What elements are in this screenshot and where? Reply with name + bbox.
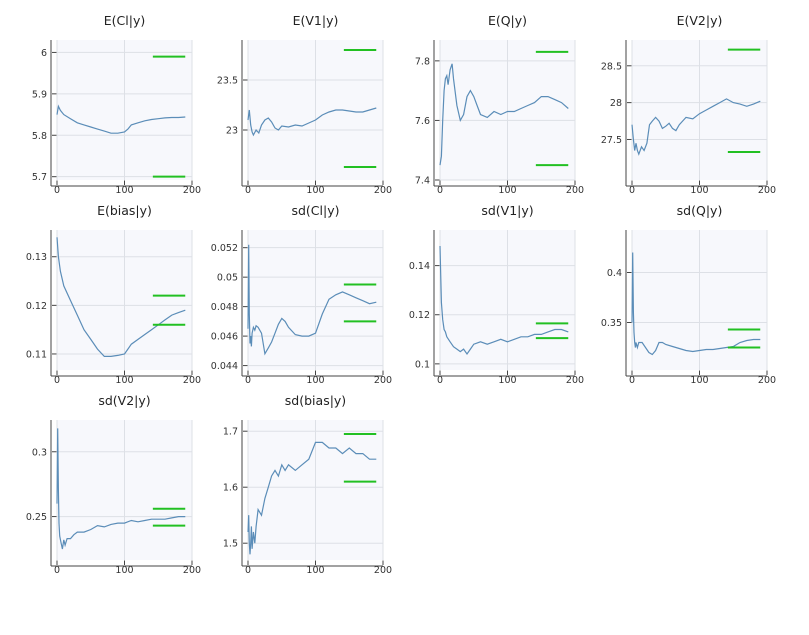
y-tick-label: 7.4 (415, 176, 430, 187)
series-line (631, 252, 761, 356)
y-tick-label: 1.6 (223, 483, 238, 494)
y-tick-label: 5.7 (32, 172, 47, 183)
x-tick-label: 100 (115, 565, 133, 576)
x-tick-label: 100 (306, 185, 324, 196)
y-tick-label: 0.048 (211, 302, 238, 313)
x-tick-label: 0 (629, 185, 635, 196)
x-tick-label: 200 (758, 375, 776, 386)
y-tick-label: 28 (610, 98, 622, 109)
y-tick-label: 7.6 (415, 116, 430, 127)
chart-title: E(Q|y) (488, 13, 527, 28)
chart-title: sd(Cl|y) (291, 203, 339, 218)
y-tick-label: 0.044 (211, 361, 238, 372)
chart-panel: sd(V1|y) 0 100 200 0.1 0.12 0.14 (409, 203, 584, 386)
x-tick-label: 100 (306, 375, 324, 386)
series-line (56, 237, 186, 357)
x-tick-label: 0 (54, 565, 60, 576)
y-tick-label: 0.046 (211, 332, 238, 343)
y-tick-label: 28.5 (601, 61, 622, 72)
chart-title: E(V2|y) (677, 13, 723, 28)
y-tick-label: 0.11 (26, 349, 47, 360)
y-tick-label: 5.9 (32, 89, 47, 100)
x-tick-label: 0 (245, 565, 251, 576)
x-tick-label: 100 (498, 375, 516, 386)
chart-panel: E(V1|y) 0 100 200 23 23.5 (217, 13, 392, 196)
y-tick-label: 0.3 (32, 447, 47, 458)
y-tick-label: 27.5 (601, 135, 622, 146)
chart-title: sd(V2|y) (98, 393, 150, 408)
series-line (247, 441, 377, 555)
chart-title: E(V1|y) (293, 13, 339, 28)
series-line (247, 244, 377, 356)
y-tick-label: 0.052 (211, 243, 238, 254)
x-tick-label: 0 (437, 375, 443, 386)
x-tick-label: 200 (566, 185, 584, 196)
x-tick-label: 0 (245, 185, 251, 196)
chart-panel: sd(Q|y) 0 100 200 0.35 0.4 (601, 203, 776, 386)
y-tick-label: 1.5 (223, 539, 238, 550)
series-line (56, 104, 186, 134)
chart-title: sd(V1|y) (481, 203, 533, 218)
x-tick-label: 0 (245, 375, 251, 386)
chart-title: sd(Q|y) (677, 203, 723, 218)
chart-panel: sd(Cl|y) 0 100 200 0.044 0.046 0.048 0.05 0.052 (211, 203, 392, 386)
y-tick-label: 0.12 (409, 310, 430, 321)
x-tick-label: 0 (437, 185, 443, 196)
y-tick-label: 23.5 (217, 76, 238, 87)
series-line (247, 107, 377, 137)
y-tick-label: 0.12 (26, 301, 47, 312)
x-tick-label: 100 (690, 185, 708, 196)
x-tick-label: 200 (374, 375, 392, 386)
y-tick-label: 1.7 (223, 427, 238, 438)
chart-panel: E(Q|y) 0 100 200 7.4 7.6 7.8 (415, 13, 584, 196)
chart-panel: sd(V2|y) 0 100 200 0.25 0.3 (26, 393, 201, 576)
y-tick-label: 7.8 (415, 56, 430, 67)
x-tick-label: 100 (498, 185, 516, 196)
series-line (631, 98, 761, 156)
series-line (439, 63, 569, 166)
x-tick-label: 100 (115, 375, 133, 386)
chart-title: sd(bias|y) (285, 393, 346, 408)
chart-panel: E(Cl|y) 0 100 200 5.7 5.8 5.9 6 (32, 13, 201, 196)
y-tick-label: 0.13 (26, 252, 47, 263)
x-tick-label: 0 (54, 185, 60, 196)
y-tick-label: 6 (41, 48, 47, 59)
x-tick-label: 200 (374, 565, 392, 576)
y-tick-label: 0.4 (607, 268, 622, 279)
x-tick-label: 200 (183, 185, 201, 196)
x-tick-label: 200 (183, 375, 201, 386)
x-tick-label: 200 (566, 375, 584, 386)
y-tick-label: 23 (226, 126, 238, 137)
chart-title: E(bias|y) (97, 203, 152, 218)
y-tick-label: 0.25 (26, 512, 47, 523)
x-tick-label: 100 (690, 375, 708, 386)
x-tick-label: 100 (306, 565, 324, 576)
x-tick-label: 0 (629, 375, 635, 386)
chart-panel: sd(bias|y) 0 100 200 1.5 1.6 1.7 (223, 393, 392, 576)
y-tick-label: 0.05 (217, 273, 238, 284)
y-tick-label: 0.1 (415, 359, 430, 370)
chart-title: E(Cl|y) (104, 13, 145, 28)
y-tick-label: 5.8 (32, 131, 47, 142)
series-line (56, 428, 186, 550)
x-tick-label: 200 (183, 565, 201, 576)
chart-panel: E(bias|y) 0 100 200 0.11 0.12 0.13 (26, 203, 201, 386)
x-tick-label: 100 (115, 185, 133, 196)
x-tick-label: 0 (54, 375, 60, 386)
series-line (439, 245, 569, 356)
y-tick-label: 0.14 (409, 261, 430, 272)
x-tick-label: 200 (374, 185, 392, 196)
x-tick-label: 200 (758, 185, 776, 196)
y-tick-label: 0.35 (601, 318, 622, 329)
chart-panel: E(V2|y) 0 100 200 27.5 28 28.5 (601, 13, 776, 196)
